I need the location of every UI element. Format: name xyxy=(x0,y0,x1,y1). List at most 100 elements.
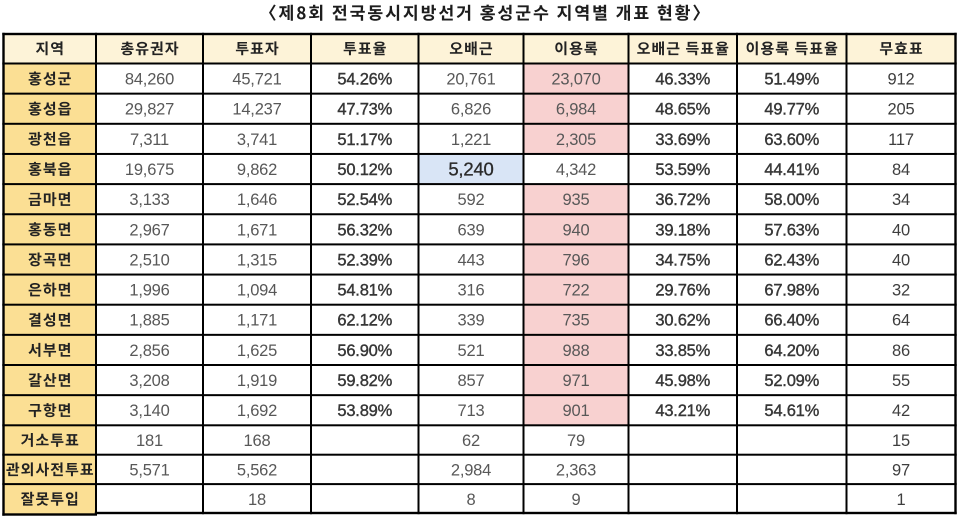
svg-text:33.69%: 33.69% xyxy=(655,131,710,149)
svg-text:84,260: 84,260 xyxy=(125,71,174,89)
svg-text:29,827: 29,827 xyxy=(125,101,174,119)
svg-text:54.26%: 54.26% xyxy=(337,71,392,89)
svg-text:40: 40 xyxy=(892,251,910,269)
svg-text:62: 62 xyxy=(462,432,480,450)
svg-text:168: 168 xyxy=(244,432,271,450)
svg-text:34.75%: 34.75% xyxy=(655,251,710,269)
svg-text:1,646: 1,646 xyxy=(237,191,277,209)
svg-text:796: 796 xyxy=(563,251,590,269)
svg-text:49.77%: 49.77% xyxy=(764,101,819,119)
svg-text:6,984: 6,984 xyxy=(556,101,596,119)
svg-text:713: 713 xyxy=(458,402,485,420)
svg-text:64: 64 xyxy=(892,312,910,330)
svg-text:3,741: 3,741 xyxy=(237,131,277,149)
svg-text:1: 1 xyxy=(897,491,906,509)
svg-text:1,671: 1,671 xyxy=(237,221,277,239)
svg-text:339: 339 xyxy=(458,312,485,330)
svg-text:735: 735 xyxy=(563,312,590,330)
svg-text:36.72%: 36.72% xyxy=(655,191,710,209)
svg-text:32: 32 xyxy=(892,282,910,300)
svg-text:2,984: 2,984 xyxy=(451,461,491,479)
svg-text:181: 181 xyxy=(136,432,163,450)
svg-text:9,862: 9,862 xyxy=(237,161,277,179)
svg-text:592: 592 xyxy=(458,191,485,209)
svg-text:59.82%: 59.82% xyxy=(337,372,392,390)
svg-text:5,240: 5,240 xyxy=(448,159,493,180)
svg-text:443: 443 xyxy=(458,251,485,269)
svg-text:2,510: 2,510 xyxy=(129,251,169,269)
svg-text:39.18%: 39.18% xyxy=(655,221,710,239)
svg-text:5,562: 5,562 xyxy=(237,461,277,479)
svg-text:4,342: 4,342 xyxy=(556,161,596,179)
svg-text:54.81%: 54.81% xyxy=(337,282,392,300)
svg-text:45.98%: 45.98% xyxy=(655,372,710,390)
svg-text:2,305: 2,305 xyxy=(556,131,596,149)
svg-text:901: 901 xyxy=(563,402,590,420)
svg-text:51.17%: 51.17% xyxy=(337,131,392,149)
svg-text:15: 15 xyxy=(892,432,910,450)
svg-text:722: 722 xyxy=(563,282,590,300)
svg-text:316: 316 xyxy=(458,282,485,300)
svg-text:46.33%: 46.33% xyxy=(655,71,710,89)
svg-text:29.76%: 29.76% xyxy=(655,282,710,300)
svg-text:1,171: 1,171 xyxy=(237,312,277,330)
svg-text:3,140: 3,140 xyxy=(129,402,169,420)
svg-text:1,996: 1,996 xyxy=(129,282,169,300)
svg-text:84: 84 xyxy=(892,161,910,179)
svg-text:43.21%: 43.21% xyxy=(655,402,710,420)
svg-text:56.32%: 56.32% xyxy=(337,221,392,239)
svg-text:1,625: 1,625 xyxy=(237,342,277,360)
svg-text:2,363: 2,363 xyxy=(556,461,596,479)
svg-text:14,237: 14,237 xyxy=(232,101,281,119)
svg-text:86: 86 xyxy=(892,342,910,360)
svg-text:5,571: 5,571 xyxy=(129,461,169,479)
svg-text:44.41%: 44.41% xyxy=(764,161,819,179)
svg-text:912: 912 xyxy=(888,71,915,89)
svg-text:55: 55 xyxy=(892,372,910,390)
svg-text:52.39%: 52.39% xyxy=(337,251,392,269)
svg-text:521: 521 xyxy=(458,342,485,360)
svg-text:205: 205 xyxy=(888,101,915,119)
svg-text:1,315: 1,315 xyxy=(237,251,277,269)
svg-text:7,311: 7,311 xyxy=(130,131,169,149)
svg-text:935: 935 xyxy=(563,191,590,209)
svg-text:9: 9 xyxy=(572,491,581,509)
svg-text:66.40%: 66.40% xyxy=(764,312,819,330)
svg-text:47.73%: 47.73% xyxy=(337,101,392,119)
svg-text:1,919: 1,919 xyxy=(237,372,277,390)
svg-text:54.61%: 54.61% xyxy=(764,402,819,420)
svg-text:53.59%: 53.59% xyxy=(655,161,710,179)
svg-text:64.20%: 64.20% xyxy=(764,342,819,360)
svg-text:62.43%: 62.43% xyxy=(764,251,819,269)
svg-text:62.12%: 62.12% xyxy=(337,312,392,330)
svg-text:33.85%: 33.85% xyxy=(655,342,710,360)
svg-text:52.54%: 52.54% xyxy=(337,191,392,209)
svg-text:42: 42 xyxy=(892,402,910,420)
svg-text:50.12%: 50.12% xyxy=(337,161,392,179)
svg-text:3,133: 3,133 xyxy=(129,191,169,209)
svg-text:53.89%: 53.89% xyxy=(337,402,392,420)
svg-text:940: 940 xyxy=(563,221,590,239)
svg-text:639: 639 xyxy=(458,221,485,239)
svg-text:18: 18 xyxy=(248,491,266,509)
svg-text:63.60%: 63.60% xyxy=(764,131,819,149)
svg-text:30.62%: 30.62% xyxy=(655,312,710,330)
svg-text:971: 971 xyxy=(563,372,590,390)
svg-text:857: 857 xyxy=(458,372,485,390)
svg-text:56.90%: 56.90% xyxy=(337,342,392,360)
svg-text:1,221: 1,221 xyxy=(451,131,491,149)
svg-text:67.98%: 67.98% xyxy=(764,282,819,300)
svg-text:2,856: 2,856 xyxy=(129,342,169,360)
svg-text:34: 34 xyxy=(892,191,910,209)
svg-text:40: 40 xyxy=(892,221,910,239)
svg-text:58.00%: 58.00% xyxy=(764,191,819,209)
svg-text:988: 988 xyxy=(563,342,590,360)
svg-text:117: 117 xyxy=(888,131,914,149)
svg-text:45,721: 45,721 xyxy=(232,71,281,89)
svg-text:48.65%: 48.65% xyxy=(655,101,710,119)
svg-text:52.09%: 52.09% xyxy=(764,372,819,390)
svg-text:3,208: 3,208 xyxy=(129,372,169,390)
svg-text:8: 8 xyxy=(467,491,476,509)
svg-text:23,070: 23,070 xyxy=(551,71,600,89)
svg-text:51.49%: 51.49% xyxy=(764,71,819,89)
